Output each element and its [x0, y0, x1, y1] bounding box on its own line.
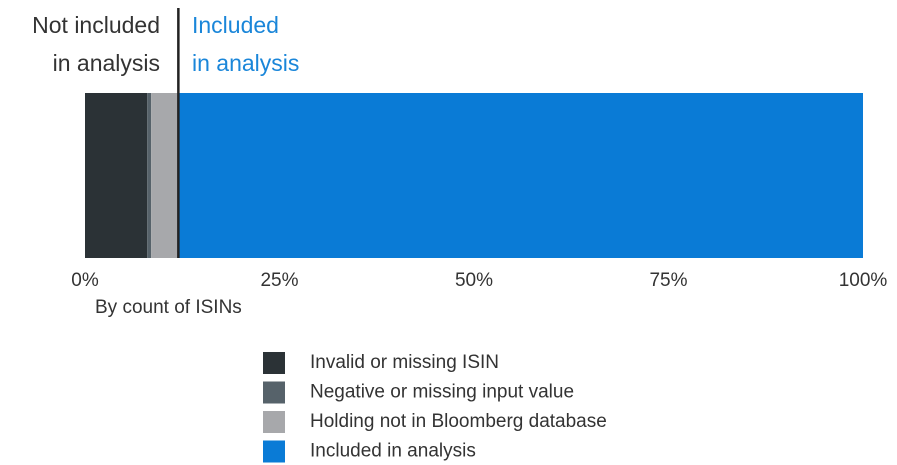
- legend-swatch: [263, 440, 285, 463]
- bar-segment: [85, 93, 148, 258]
- legend-label: Holding not in Bloomberg database: [310, 411, 607, 432]
- x-tick-label: 0%: [71, 270, 99, 291]
- legend-swatch: [263, 352, 285, 374]
- x-tick-label: 25%: [260, 270, 298, 291]
- bar-segment: [147, 93, 152, 258]
- annotation: in analysis: [53, 50, 160, 76]
- x-tick-label: 75%: [649, 270, 687, 291]
- annotation: in analysis: [192, 50, 299, 76]
- legend-swatch: [263, 381, 285, 404]
- legend-label: Negative or missing input value: [310, 382, 574, 403]
- bar-segment: [178, 93, 864, 258]
- legend-label: Invalid or missing ISIN: [310, 352, 499, 373]
- x-axis-label: By count of ISINs: [95, 297, 242, 318]
- annotation: Not included: [32, 12, 160, 38]
- legend-swatch: [263, 411, 285, 433]
- bar-segment: [151, 93, 179, 258]
- annotation: Included: [192, 12, 279, 38]
- legend-label: Included in analysis: [310, 441, 476, 462]
- x-tick-label: 50%: [455, 270, 493, 291]
- x-tick-label: 100%: [839, 270, 888, 291]
